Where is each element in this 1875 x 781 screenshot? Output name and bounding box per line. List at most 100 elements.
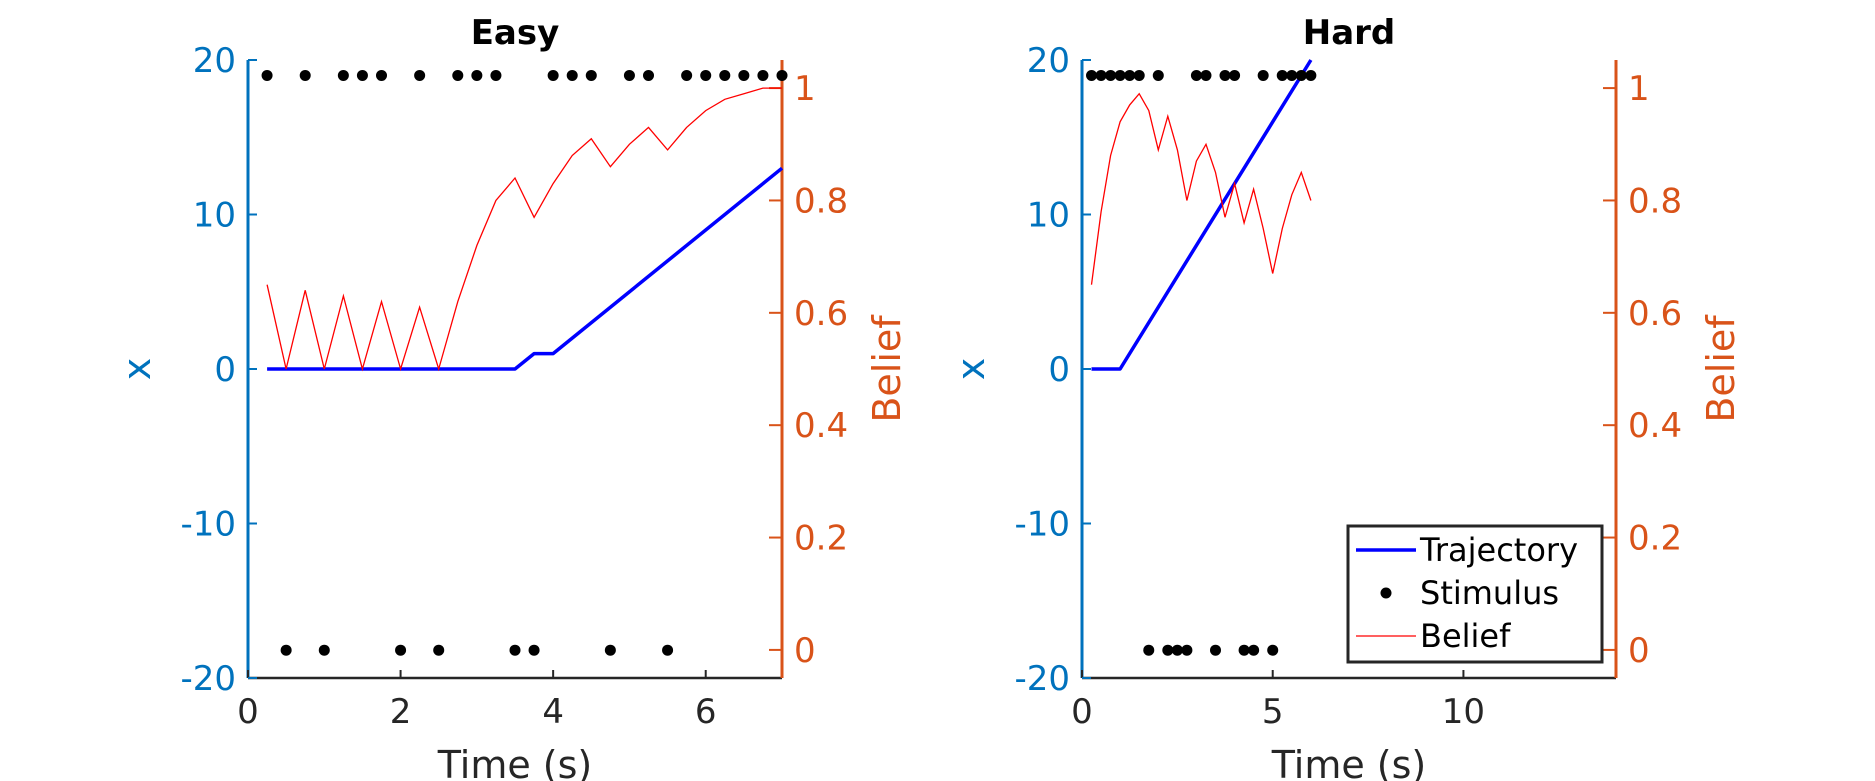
belief-line — [266, 87, 782, 372]
stimulus-point — [337, 69, 349, 81]
stimulus-point — [280, 644, 292, 656]
chart-panel-hard: 0 5 10 -20 -10 0 10 20 0 0.2 0.4 0.6 0.8 1 Hard Time (s… — [949, 13, 1743, 781]
right-y-tick-label: 1 — [1628, 69, 1650, 109]
stimulus-point — [414, 69, 426, 81]
stimulus-point — [1267, 644, 1279, 656]
stimulus-point — [318, 644, 330, 656]
left-y-tick-label: -10 — [180, 505, 236, 545]
x-tick-label: 6 — [695, 692, 717, 732]
stimulus-point — [1114, 69, 1126, 81]
legend-entry-label: Belief — [1420, 617, 1511, 655]
right-y-axis-label: Belief — [1699, 314, 1743, 423]
stimulus-point — [1105, 69, 1117, 81]
x-tick-label: 10 — [1442, 692, 1485, 732]
stimulus-point — [471, 69, 483, 81]
x-tick-label: 0 — [237, 692, 259, 732]
right-y-tick-label: 1 — [794, 69, 816, 109]
stimulus-point — [528, 644, 540, 656]
stimulus-point — [1305, 69, 1317, 81]
stimulus-point — [1162, 644, 1174, 656]
x-tick-label: 2 — [390, 692, 412, 732]
stimulus-point — [1190, 69, 1202, 81]
chart-title: Hard — [1303, 13, 1396, 53]
stimulus-point — [643, 69, 654, 81]
stimulus-point — [1171, 644, 1183, 656]
stimulus-point — [1295, 69, 1307, 81]
trajectory-line — [1091, 59, 1313, 371]
chart-title: Easy — [471, 13, 560, 53]
stimulus-point — [1276, 69, 1288, 81]
stimulus-point — [585, 69, 597, 81]
stimulus-point — [547, 69, 559, 81]
right-y-tick-label: 0.4 — [794, 406, 848, 446]
right-y-tick-label: 0.4 — [1628, 406, 1682, 446]
left-y-tick-label: 10 — [193, 196, 236, 236]
stimulus-point — [1257, 69, 1269, 81]
right-y-tick-label: 0.6 — [1628, 294, 1682, 334]
stimulus-point — [700, 69, 712, 81]
stimulus-point — [395, 644, 407, 656]
right-y-tick-label: 0 — [1628, 631, 1650, 671]
stimulus-point — [356, 69, 368, 81]
legend-stimulus-swatch — [1380, 587, 1392, 599]
stimulus-point — [376, 69, 387, 81]
stimulus-point — [1143, 644, 1155, 656]
legend-entry-label: Trajectory — [1419, 531, 1578, 569]
stimulus-point — [776, 69, 788, 81]
stimulus-point — [1238, 644, 1250, 656]
stimulus-point — [1200, 69, 1212, 81]
left-y-tick-label: 20 — [193, 41, 236, 81]
stimulus-point — [1095, 69, 1107, 81]
right-y-tick-label: 0.8 — [794, 181, 848, 221]
stimulus-point — [738, 69, 750, 81]
stimulus-point — [1133, 69, 1145, 81]
left-y-axis-label: x — [115, 358, 159, 381]
stimulus-point — [299, 69, 311, 81]
stimulus-point — [1086, 69, 1098, 81]
left-y-tick-label: -20 — [1014, 659, 1070, 699]
stimulus-point — [1248, 644, 1260, 656]
left-y-tick-label: -20 — [180, 659, 236, 699]
left-y-tick-label: 20 — [1027, 41, 1070, 81]
stimulus-point — [490, 69, 502, 81]
trajectory-line — [267, 166, 784, 371]
stimulus-point — [433, 644, 445, 656]
stimulus-point — [719, 69, 731, 81]
legend-entry-label: Stimulus — [1420, 574, 1559, 612]
stimulus-point — [261, 69, 273, 81]
x-axis-label: Time (s) — [1271, 743, 1427, 781]
stimulus-point — [757, 69, 769, 81]
left-y-axis-label: x — [949, 358, 993, 381]
right-y-tick-label: 0.8 — [1628, 181, 1682, 221]
stimulus-point — [681, 69, 693, 81]
stimulus-point — [1124, 69, 1136, 81]
stimulus-point — [623, 69, 635, 81]
stimulus-point — [662, 644, 674, 656]
legend: Trajectory Stimulus Belief — [1346, 524, 1604, 664]
left-y-tick-label: -10 — [1014, 505, 1070, 545]
right-y-tick-label: 0.2 — [794, 519, 848, 559]
stimulus-point — [1181, 644, 1193, 656]
stimulus-point — [604, 644, 616, 656]
stimulus-point — [1286, 69, 1298, 81]
left-y-tick-label: 10 — [1027, 196, 1070, 236]
x-tick-label: 5 — [1262, 692, 1284, 732]
chart-panel-easy: 0 2 4 6 -20 -10 0 10 20 0 0.2 0.4 0.6 0.8 1 Easy Time (s… — [115, 13, 909, 781]
left-y-tick-label: 0 — [1048, 350, 1070, 390]
stimulus-point — [509, 644, 521, 656]
stimulus-point — [1152, 69, 1164, 81]
x-tick-label: 0 — [1071, 692, 1093, 732]
x-tick-label: 4 — [542, 692, 564, 732]
right-y-axis-label: Belief — [865, 314, 909, 423]
stimulus-point — [452, 69, 464, 81]
stimulus-point — [566, 69, 578, 81]
right-y-tick-label: 0 — [794, 631, 816, 671]
right-y-tick-label: 0.6 — [794, 294, 848, 334]
stimulus-point — [1210, 644, 1221, 656]
stimulus-point — [1219, 69, 1231, 81]
x-axis-label: Time (s) — [437, 743, 593, 781]
left-y-tick-label: 0 — [214, 350, 236, 390]
belief-line — [1090, 92, 1312, 285]
right-y-tick-label: 0.2 — [1628, 519, 1682, 559]
